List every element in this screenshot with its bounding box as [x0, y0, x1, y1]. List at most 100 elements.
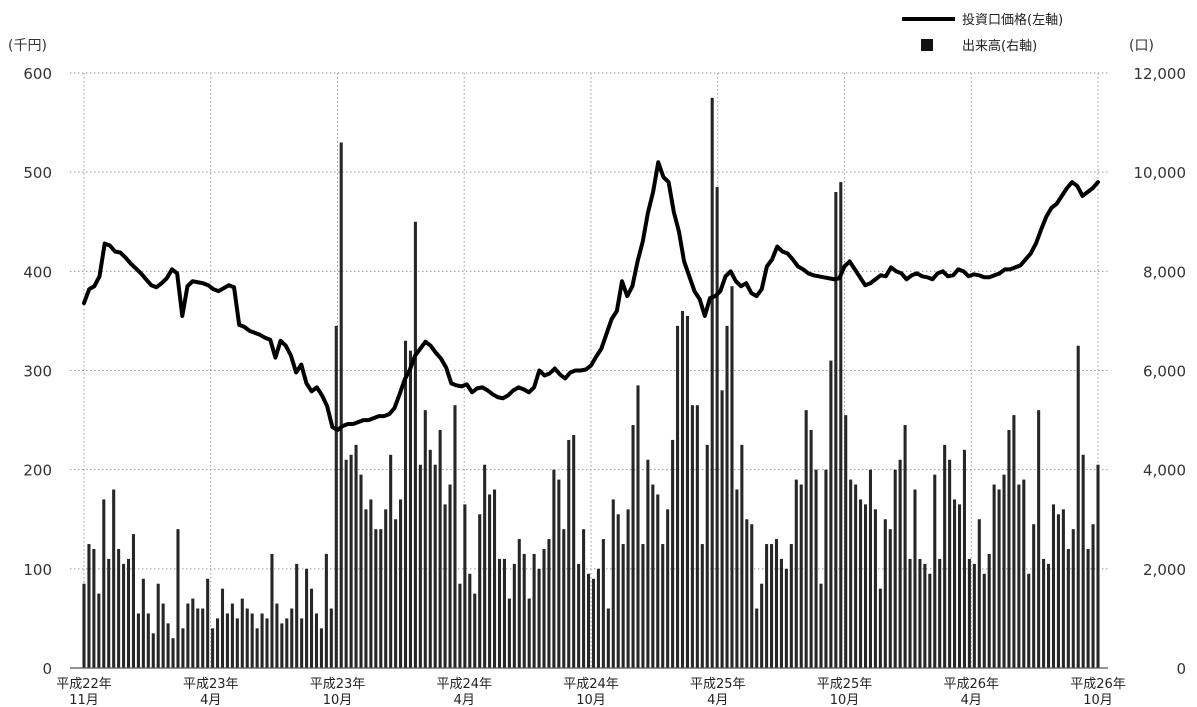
- right-tick-label: 6,000: [1143, 363, 1186, 381]
- volume-bar: [1076, 345, 1080, 668]
- volume-bar: [700, 544, 704, 668]
- volume-bar: [344, 459, 348, 668]
- volume-bar: [161, 603, 165, 668]
- volume-bar: [868, 469, 872, 668]
- volume-bar: [102, 499, 106, 668]
- volume-bar: [572, 434, 576, 668]
- legend: 投資口価格(左軸) 出来高(右軸): [902, 12, 1063, 54]
- volume-bar: [666, 509, 670, 668]
- volume-bar: [671, 439, 675, 668]
- volume-bar: [774, 539, 779, 668]
- volume-bar: [1002, 474, 1006, 669]
- x-tick-label-year: 平成24年: [563, 677, 619, 692]
- volume-bar: [339, 142, 343, 669]
- volume-bar: [527, 598, 531, 668]
- volume-bar: [755, 608, 759, 668]
- volume-bar: [547, 539, 551, 668]
- volume-bar: [428, 449, 432, 668]
- volume-bar: [305, 568, 309, 668]
- volume-bar: [586, 573, 591, 668]
- volume-bar: [641, 544, 645, 668]
- volume-bar: [280, 623, 284, 669]
- volume-bar: [938, 558, 942, 668]
- volume-bar: [1051, 504, 1056, 669]
- volume-bar: [933, 474, 937, 669]
- x-tick-label-month: 10月: [1083, 693, 1113, 707]
- volume-bar: [230, 603, 234, 668]
- volume-bar: [196, 608, 200, 668]
- volume-bar: [824, 469, 828, 668]
- left-axis-unit: (千円): [8, 38, 47, 54]
- volume-bar: [1081, 454, 1085, 668]
- volume-bar: [349, 454, 353, 668]
- volume-bar: [379, 529, 383, 668]
- volume-bar: [389, 454, 393, 668]
- volume-bar: [601, 539, 605, 668]
- left-tick-label: 600: [23, 65, 52, 83]
- volume-bar: [240, 598, 244, 668]
- volume-bar: [873, 509, 877, 668]
- volume-bar: [888, 529, 892, 668]
- volume-bar: [112, 489, 116, 668]
- right-tick-label: 0: [1176, 660, 1186, 678]
- x-tick-label-year: 平成23年: [183, 677, 239, 692]
- volume-bar: [171, 638, 175, 668]
- x-tick-label-month: 11月: [69, 693, 99, 707]
- volume-bar: [765, 544, 769, 668]
- volume-bar: [685, 315, 689, 668]
- volume-bar: [710, 97, 714, 669]
- price-line: [82, 160, 1100, 432]
- legend-bar-swatch: [921, 39, 933, 51]
- volume-bar: [458, 583, 462, 668]
- volume-bar: [957, 504, 962, 669]
- volume-bar: [943, 444, 947, 669]
- volume-bar: [1061, 509, 1065, 668]
- x-tick-label-year: 平成26年: [943, 677, 999, 692]
- volume-bar: [260, 613, 264, 668]
- volume-bar: [1096, 464, 1100, 668]
- volume-bar: [206, 578, 210, 668]
- volume-bar: [913, 489, 917, 668]
- volume-bar: [97, 593, 101, 669]
- volume-bar: [953, 499, 957, 668]
- volume-bar: [562, 529, 566, 668]
- volume-bar: [779, 558, 783, 668]
- volume-bar: [631, 425, 635, 668]
- volume-bar: [413, 221, 417, 668]
- volume-bar: [403, 340, 408, 668]
- volume-bar: [463, 504, 467, 669]
- volume-bar: [626, 509, 630, 668]
- volume-bar: [122, 563, 126, 669]
- volume-bar: [443, 504, 447, 669]
- x-tick-label-month: 10月: [576, 693, 606, 707]
- volume-bar: [384, 509, 388, 668]
- gridlines: [70, 72, 1108, 668]
- volume-bar: [1056, 514, 1060, 668]
- volume-bar: [705, 444, 709, 669]
- volume-bar: [418, 464, 422, 668]
- volume-bar: [720, 390, 724, 668]
- volume-bar: [809, 430, 813, 668]
- volume-bar: [656, 494, 660, 668]
- x-tick-label-year: 平成23年: [310, 677, 366, 692]
- left-tick-label: 200: [23, 462, 52, 480]
- right-axis-ticks: 0 2,000 4,000 6,000 8,000 10,000 12,000: [1134, 65, 1187, 678]
- volume-bar: [423, 410, 427, 668]
- volume-bar: [676, 325, 680, 669]
- volume-bar: [141, 578, 145, 668]
- volume-bar: [948, 459, 952, 668]
- volume-bar: [216, 618, 220, 668]
- volume-bar: [1017, 484, 1021, 668]
- x-tick-label-month: 4月: [200, 693, 221, 707]
- volume-bar: [295, 563, 299, 669]
- volume-bar: [883, 519, 887, 668]
- volume-bar: [928, 573, 932, 668]
- volume-bar: [577, 563, 581, 669]
- volume-bar: [596, 568, 600, 668]
- volume-bar: [1032, 524, 1036, 668]
- volume-bar: [186, 603, 190, 668]
- volume-bar: [982, 573, 986, 668]
- volume-bar: [448, 484, 452, 668]
- volume-bar: [324, 553, 328, 668]
- right-tick-label: 4,000: [1143, 462, 1186, 480]
